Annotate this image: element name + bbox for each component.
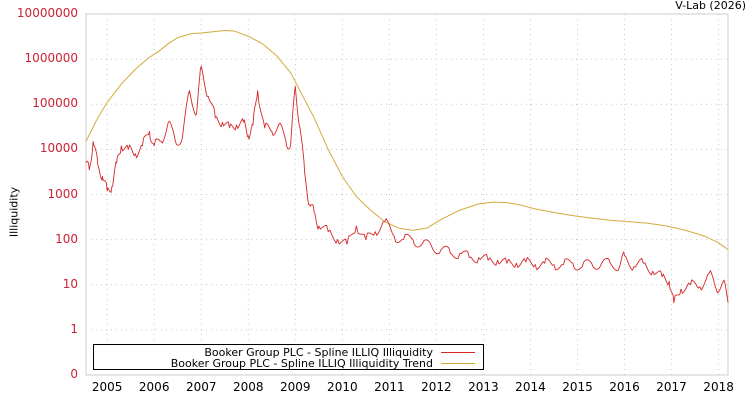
legend-swatch-gold xyxy=(441,362,475,364)
legend-item-trend: Booker Group PLC - Spline ILLIQ Illiquid… xyxy=(170,356,475,370)
y-tick-label: 1000000 xyxy=(24,51,78,66)
x-tick-label: 2013 xyxy=(468,380,499,394)
legend: Booker Group PLC - Spline ILLIQ Illiquid… xyxy=(93,344,484,370)
x-tick-label: 2014 xyxy=(515,380,546,394)
y-tick-label: 1 xyxy=(70,321,78,336)
y-tick-label: 10000 xyxy=(39,141,78,156)
y-tick-label: 10 xyxy=(62,276,78,291)
x-tick-label: 2008 xyxy=(232,380,264,394)
x-tick-label: 2017 xyxy=(656,380,687,394)
credit-label: V-Lab (2026) xyxy=(675,0,746,12)
x-tick-label: 2005 xyxy=(91,380,123,394)
x-tick-label: 2007 xyxy=(185,380,217,394)
grid-lines xyxy=(86,14,728,375)
legend-swatch-red xyxy=(441,351,475,353)
x-tick-label: 2009 xyxy=(280,380,311,394)
series-lines xyxy=(85,30,729,304)
legend-item-illiquidity: Booker Group PLC - Spline ILLIQ Illiquid… xyxy=(204,345,475,359)
illiquidity-trend-line xyxy=(85,30,729,251)
y-axis-label: Illiquidity xyxy=(7,186,21,238)
y-tick-label: 100 xyxy=(55,231,78,246)
plot-frame xyxy=(85,13,729,376)
illiquidity-line xyxy=(85,65,729,304)
x-tick-label: 2018 xyxy=(703,380,734,394)
y-tick-label: 0 xyxy=(70,367,78,381)
legend-label: Booker Group PLC - Spline ILLIQ Illiquid… xyxy=(204,345,433,359)
legend-label: Booker Group PLC - Spline ILLIQ Illiquid… xyxy=(170,356,433,370)
x-tick-label: 2015 xyxy=(562,380,593,394)
y-tick-label: 1000 xyxy=(47,186,78,201)
y-tick-label: 10000000 xyxy=(16,6,78,20)
x-tick-label: 2012 xyxy=(421,380,452,394)
x-tick-label: 2010 xyxy=(327,380,358,394)
x-tick-label: 2011 xyxy=(374,380,405,394)
x-tick-label: 2006 xyxy=(138,380,170,394)
y-tick-label: 100000 xyxy=(32,96,78,111)
x-tick-label: 2016 xyxy=(609,380,640,394)
